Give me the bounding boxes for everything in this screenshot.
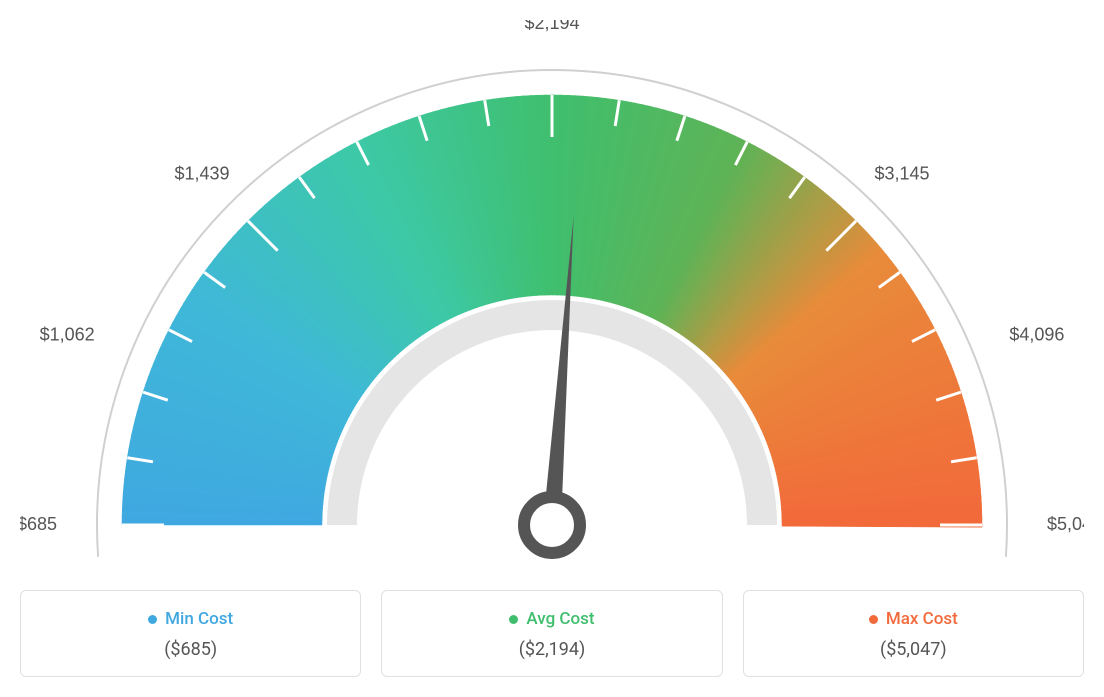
gauge-area: $685 $1,062 $1,439 $2,194 $3,145 $4,096 $5,047 [20,20,1084,560]
legend-max-dot [869,615,878,624]
legend-avg-label-line: Avg Cost [402,609,701,629]
svg-text:$685: $685 [20,514,57,534]
legend-avg-dot [509,615,518,624]
legend-card-min: Min Cost ($685) [20,590,361,677]
legend-avg-label: Avg Cost [526,609,594,629]
legend-card-max: Max Cost ($5,047) [743,590,1084,677]
gauge-chart: $685 $1,062 $1,439 $2,194 $3,145 $4,096 $5,047 [20,20,1084,560]
legend-max-label: Max Cost [886,609,958,629]
legend-max-value: ($5,047) [764,639,1063,660]
svg-text:$1,439: $1,439 [174,164,229,184]
svg-text:$4,096: $4,096 [1009,324,1064,344]
legend-min-label: Min Cost [165,609,233,629]
legend-max-label-line: Max Cost [764,609,1063,629]
legend-min-value: ($685) [41,639,340,660]
svg-text:$2,194: $2,194 [524,20,579,33]
svg-text:$5,047: $5,047 [1047,514,1084,534]
svg-text:$3,145: $3,145 [874,164,929,184]
legend-card-avg: Avg Cost ($2,194) [381,590,722,677]
legend-min-dot [148,615,157,624]
svg-text:$1,062: $1,062 [40,324,95,344]
legend-avg-value: ($2,194) [402,639,701,660]
legend-row: Min Cost ($685) Avg Cost ($2,194) Max Co… [20,590,1084,677]
legend-min-label-line: Min Cost [41,609,340,629]
cost-gauge-widget: $685 $1,062 $1,439 $2,194 $3,145 $4,096 $5,047… [20,20,1084,677]
